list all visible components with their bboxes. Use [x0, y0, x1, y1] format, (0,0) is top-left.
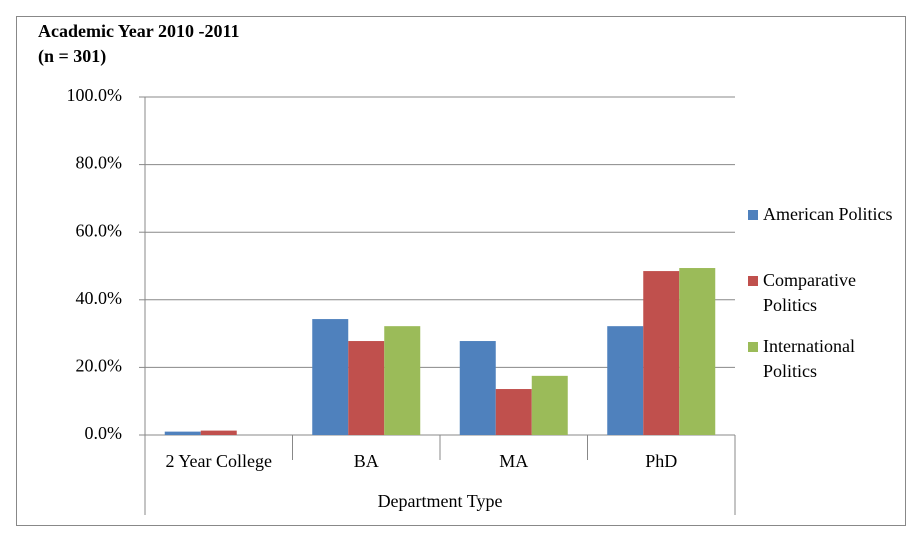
legend-label: International Politics — [763, 336, 855, 381]
legend-label: American Politics — [763, 204, 893, 224]
legend-swatch — [748, 342, 758, 352]
chart-subtitle: (n = 301) — [38, 46, 106, 67]
x-tick-label: 2 Year College — [166, 451, 273, 471]
bar — [459, 341, 496, 435]
bar — [531, 375, 568, 435]
bar — [495, 389, 532, 435]
legend-item: American Politics — [748, 202, 893, 227]
bar — [679, 268, 716, 435]
x-tick-label: PhD — [645, 451, 677, 471]
bar — [384, 326, 421, 435]
bar — [348, 341, 385, 435]
legend-label: Comparative Politics — [763, 270, 856, 315]
bar — [164, 431, 201, 435]
legend-swatch — [748, 276, 758, 286]
bar — [312, 319, 349, 435]
y-tick-label: 40.0% — [76, 288, 123, 308]
y-tick-label: 20.0% — [76, 356, 123, 376]
y-tick-label: 100.0% — [67, 85, 123, 105]
x-axis-label: Department Type — [378, 491, 503, 511]
y-tick-label: 80.0% — [76, 153, 123, 173]
legend-item: Comparative Politics — [748, 268, 893, 318]
y-tick-label: 60.0% — [76, 220, 123, 240]
y-tick-label: 0.0% — [85, 423, 123, 443]
x-tick-label: BA — [354, 451, 379, 471]
legend-swatch — [748, 210, 758, 220]
bar — [200, 430, 237, 435]
chart-title: Academic Year 2010 -2011 — [38, 21, 239, 41]
bar — [607, 326, 644, 435]
x-tick-label: MA — [499, 451, 528, 471]
chart-border — [16, 16, 906, 526]
bar — [643, 271, 680, 435]
legend-item: International Politics — [748, 334, 893, 384]
